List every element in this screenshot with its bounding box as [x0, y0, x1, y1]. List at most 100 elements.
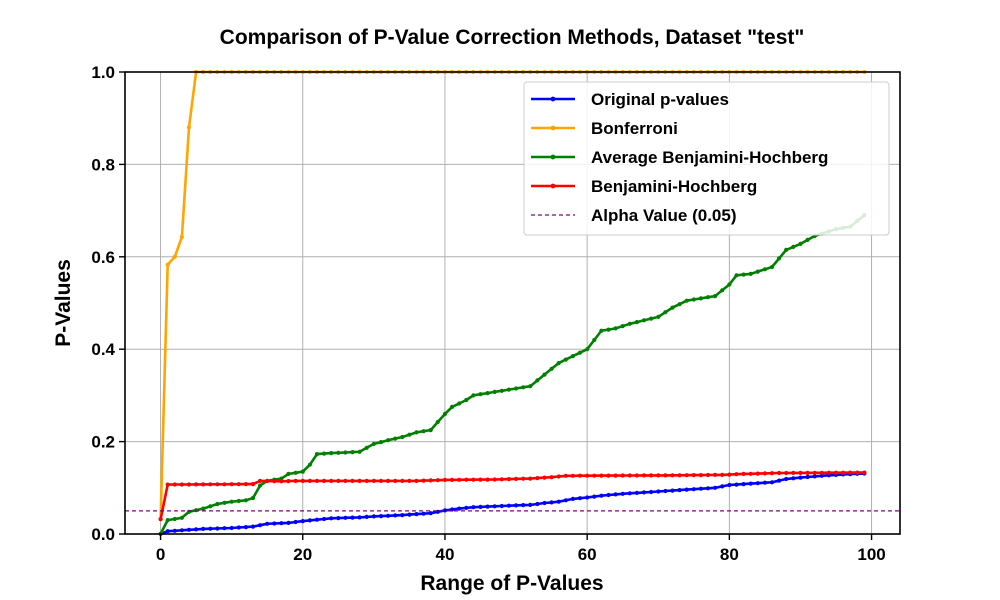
data-point: [293, 478, 298, 483]
data-point: [613, 473, 618, 478]
data-point: [777, 478, 782, 483]
data-point: [350, 450, 355, 455]
x-tick-label: 80: [720, 545, 739, 564]
data-point: [634, 473, 640, 478]
data-point: [663, 473, 668, 478]
data-point: [457, 506, 462, 511]
data-point: [627, 473, 632, 478]
data-point: [343, 515, 348, 520]
data-point: [769, 264, 775, 270]
data-point: [485, 504, 490, 509]
data-point: [272, 479, 277, 484]
data-point: [649, 316, 654, 321]
data-point: [450, 507, 455, 512]
chart-title: Comparison of P-Value Correction Methods…: [220, 26, 805, 49]
data-point: [570, 496, 576, 501]
y-axis-ticks: 0.0 0.2 0.4 0.6 0.8 1.0: [91, 63, 125, 544]
data-point: [691, 473, 696, 478]
y-axis-label: P-Values: [52, 259, 75, 347]
data-point: [720, 288, 725, 293]
data-point: [300, 519, 305, 524]
data-point: [286, 479, 291, 484]
series-3: [158, 470, 867, 522]
data-point: [215, 526, 220, 531]
data-point: [762, 267, 768, 272]
data-point: [698, 486, 704, 491]
data-point: [386, 438, 391, 443]
data-point: [641, 318, 647, 323]
data-point: [393, 478, 398, 483]
data-point: [606, 492, 611, 498]
data-point: [371, 441, 376, 446]
data-point: [762, 471, 768, 476]
data-point: [542, 372, 547, 377]
data-point: [279, 479, 284, 484]
data-point: [258, 523, 263, 528]
data-point: [179, 234, 184, 239]
legend-marker: [550, 154, 556, 160]
data-point: [371, 478, 376, 483]
data-point: [357, 478, 362, 483]
data-point: [748, 271, 753, 276]
data-point: [357, 449, 362, 454]
data-point: [812, 470, 817, 475]
data-point: [407, 478, 412, 483]
data-point: [535, 501, 540, 507]
data-point: [577, 473, 583, 478]
data-point: [165, 518, 170, 523]
data-point: [265, 478, 270, 484]
legend-label: Average Benjamini-Hochberg: [591, 148, 828, 167]
data-point: [343, 478, 348, 483]
data-point: [791, 470, 796, 475]
data-point: [236, 482, 241, 487]
legend-item: Original p-values: [531, 90, 729, 109]
data-point: [577, 496, 583, 501]
data-point: [492, 477, 497, 482]
data-point: [499, 503, 504, 509]
data-point: [506, 503, 511, 508]
data-point: [179, 515, 184, 520]
x-axis-label: Range of P-Values: [420, 572, 603, 595]
data-point: [727, 282, 732, 287]
data-point: [215, 501, 220, 507]
data-point: [428, 511, 433, 516]
x-tick-label: 40: [435, 545, 454, 564]
data-point: [705, 486, 711, 491]
data-point: [307, 478, 312, 483]
data-point: [819, 473, 824, 478]
data-point: [492, 504, 497, 509]
data-point: [535, 378, 540, 383]
y-tick-label: 0.8: [91, 155, 115, 174]
data-point: [620, 473, 625, 478]
data-point: [350, 515, 355, 520]
data-point: [364, 478, 369, 483]
data-point: [670, 305, 675, 310]
data-point: [314, 452, 320, 457]
data-point: [798, 241, 803, 246]
data-point: [748, 481, 753, 486]
x-tick-label: 20: [293, 545, 312, 564]
data-point: [215, 482, 220, 487]
legend-item: Alpha Value (0.05): [531, 206, 737, 225]
data-point: [322, 478, 327, 483]
data-point: [549, 475, 554, 480]
data-point: [670, 488, 675, 493]
data-point: [734, 273, 739, 278]
data-point: [478, 504, 483, 509]
data-point: [506, 477, 511, 482]
data-point: [222, 500, 227, 505]
data-point: [307, 462, 312, 467]
data-point: [542, 500, 547, 506]
data-point: [627, 491, 632, 496]
data-point: [343, 450, 348, 455]
data-point: [236, 498, 241, 504]
data-point: [784, 470, 789, 476]
data-point: [556, 361, 561, 366]
legend-marker: [550, 183, 556, 189]
data-point: [421, 511, 426, 516]
data-point: [229, 525, 234, 531]
data-point: [656, 489, 661, 494]
data-point: [855, 470, 860, 475]
data-point: [777, 470, 782, 476]
